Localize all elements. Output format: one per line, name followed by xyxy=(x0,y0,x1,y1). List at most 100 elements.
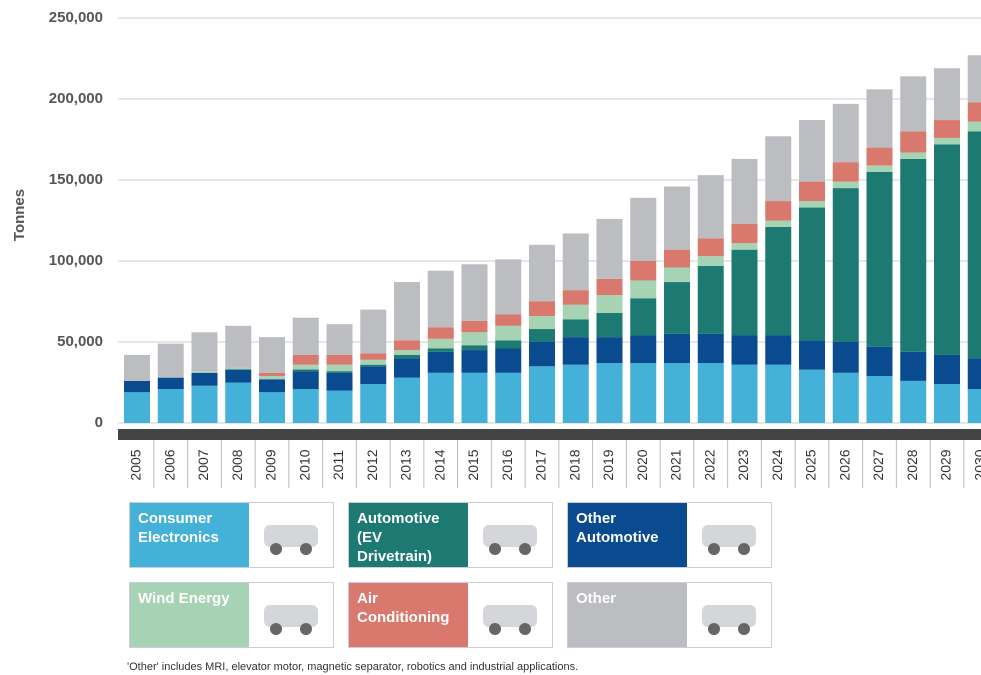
x-tick-label: 2028 xyxy=(904,449,920,480)
bar-segment xyxy=(191,371,218,373)
bar-segment xyxy=(562,233,589,291)
bar-segment xyxy=(967,131,981,359)
bar-segment xyxy=(495,259,522,315)
legend-icon xyxy=(702,525,756,555)
legend-image xyxy=(687,583,771,647)
bar-segment xyxy=(697,175,724,239)
bar-segment xyxy=(799,201,825,208)
x-tick-label: 2015 xyxy=(465,449,481,480)
x-tick-label: 2007 xyxy=(195,449,211,480)
x-tick-label: 2020 xyxy=(634,449,650,480)
bar-segment xyxy=(697,238,724,257)
bar-segment xyxy=(292,317,319,355)
y-axis-label: Tonnes xyxy=(11,189,28,241)
bar-segment xyxy=(934,120,960,138)
x-tick-label: 2018 xyxy=(566,449,582,480)
legend-item: Other Automotive xyxy=(567,502,772,568)
bar-segment xyxy=(664,363,690,423)
bar-segment xyxy=(967,102,981,122)
legend-image xyxy=(468,503,552,567)
x-tick-label: 2006 xyxy=(161,449,177,480)
legend-label: Automotive (EV Drivetrain) xyxy=(349,503,468,567)
bar-segment xyxy=(731,223,758,244)
x-tick-label: 2009 xyxy=(263,449,279,480)
bar-segment xyxy=(529,301,555,317)
bar-segment xyxy=(664,249,690,268)
bar-segment xyxy=(562,319,589,338)
bar-segment xyxy=(664,186,690,250)
bar-segment xyxy=(191,385,218,423)
x-tick-label: 2024 xyxy=(769,449,785,480)
bar-segment xyxy=(292,371,319,389)
bar-segment xyxy=(259,372,285,377)
bar-segment xyxy=(799,369,825,423)
bar-segment xyxy=(529,329,555,342)
bar-segment xyxy=(934,354,960,385)
bar-segment xyxy=(461,345,488,351)
bar-segment xyxy=(697,363,724,423)
x-tick-label: 2030 xyxy=(971,449,981,480)
legend-icon xyxy=(483,605,537,635)
bar-segment xyxy=(664,267,690,283)
bar-segment xyxy=(967,388,981,423)
y-tick-label: 150,000 xyxy=(49,171,103,188)
bar-segment xyxy=(191,372,218,386)
bar-segment xyxy=(360,364,387,367)
legend-image xyxy=(687,503,771,567)
bar-segment xyxy=(967,55,981,103)
bar-segment xyxy=(124,392,150,423)
bar-segment xyxy=(562,337,589,365)
bar-segment xyxy=(461,264,488,321)
bar-segment xyxy=(427,327,454,339)
bar-segment xyxy=(529,316,555,330)
bar-segment xyxy=(394,377,420,423)
bar-segment xyxy=(866,89,893,148)
bar-segment xyxy=(360,366,387,385)
bar-segment xyxy=(495,372,522,423)
bar-segment xyxy=(799,340,825,370)
x-tick-label: 2027 xyxy=(870,449,886,480)
bar-segment xyxy=(630,363,657,423)
legend-image xyxy=(468,583,552,647)
bar-segment xyxy=(866,376,893,423)
bar-segment xyxy=(562,304,589,320)
bar-segment xyxy=(731,243,758,250)
chart: Tonnes 0 50,000 100,000 150,000 200,000 250,0… xyxy=(11,9,981,488)
bar-segment xyxy=(191,332,218,372)
bar-segment xyxy=(697,256,724,266)
bar-segment xyxy=(731,364,758,423)
x-tick-label: 2025 xyxy=(803,449,819,480)
legend-item: Air Conditioning xyxy=(348,582,553,648)
bar-segment xyxy=(394,358,420,378)
x-tick-label: 2010 xyxy=(296,449,312,480)
bar-segment xyxy=(427,372,454,423)
legend-icon xyxy=(483,525,537,555)
bar-segment xyxy=(360,353,387,360)
footnote: 'Other' includes MRI, elevator motor, ma… xyxy=(127,661,579,673)
bar-segment xyxy=(259,376,285,380)
bar-segment xyxy=(832,103,859,163)
bar-segment xyxy=(832,162,859,182)
bar-segment xyxy=(934,68,960,121)
bar-segment xyxy=(596,218,623,279)
bar-segment xyxy=(157,388,184,423)
y-tick-label: 100,000 xyxy=(49,252,103,269)
bar-segment xyxy=(630,197,657,261)
bar-segment xyxy=(562,290,589,305)
legend-image xyxy=(249,583,333,647)
x-tick-label: 2021 xyxy=(668,449,684,480)
bar-segment xyxy=(495,325,522,341)
bar-segment xyxy=(427,348,454,352)
x-tick-label: 2011 xyxy=(330,450,346,480)
bar-segment xyxy=(900,351,927,381)
bar-segment xyxy=(630,280,657,299)
legend-label: Consumer Electronics xyxy=(130,503,249,567)
bar-segment xyxy=(461,332,488,346)
bar-segment xyxy=(664,333,690,364)
bar-segment xyxy=(225,382,252,423)
x-tick-label: 2005 xyxy=(128,449,144,480)
legend-item: Automotive (EV Drivetrain) xyxy=(348,502,553,568)
bar-segment xyxy=(157,377,184,389)
legend-label: Air Conditioning xyxy=(349,583,468,647)
